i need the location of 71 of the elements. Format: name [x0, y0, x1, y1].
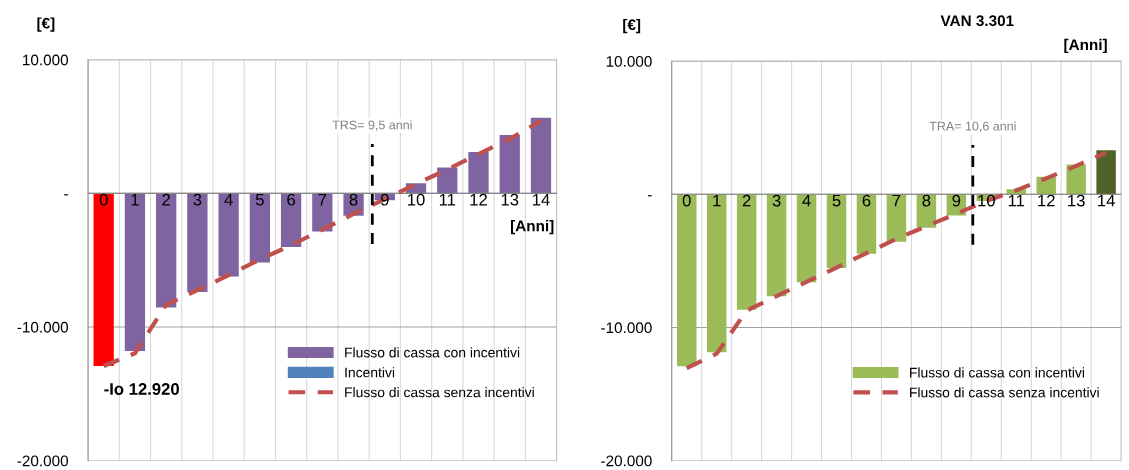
x-tick-label: 9: [952, 194, 961, 207]
y-tick-label: 10.000: [606, 55, 652, 67]
y-tick-label: -10.000: [17, 321, 69, 333]
bar: [499, 134, 520, 194]
legend-label: Flusso di cassa senza incentivi: [345, 387, 534, 398]
bar: [93, 193, 114, 366]
legend-label: Flusso di cassa con incentivi: [910, 367, 1085, 378]
y-tick-label: -: [647, 195, 652, 197]
legend-label: Incentivi: [345, 367, 395, 378]
x-tick-label: 12: [470, 193, 487, 206]
annotation: -Io 12.920: [104, 383, 179, 395]
x-axis-title: [Anni]: [511, 220, 554, 235]
x-tick-label: 12: [1038, 194, 1055, 207]
bar: [468, 151, 489, 194]
y-axis-title: [€]: [37, 17, 55, 32]
x-axis-title: [Anni]: [1064, 38, 1107, 54]
x-tick-label: 2: [742, 194, 751, 207]
bar: [766, 194, 787, 297]
y-tick-label: -: [64, 194, 68, 196]
y-tick-label: -20.000: [601, 455, 652, 467]
bar: [856, 194, 877, 254]
x-tick-label: 6: [862, 194, 871, 207]
bar: [530, 117, 552, 194]
x-tick-label: 7: [892, 194, 901, 207]
x-tick-label: 10: [978, 194, 995, 207]
x-tick-label: 3: [772, 194, 781, 207]
x-tick-label: 6: [287, 193, 295, 206]
bar: [706, 194, 727, 353]
bar: [218, 193, 239, 277]
bar: [677, 194, 697, 367]
bar: [1066, 164, 1086, 195]
x-tick-label: 5: [255, 193, 264, 206]
bar: [437, 167, 458, 194]
bar: [280, 193, 302, 248]
bar: [156, 193, 177, 308]
x-tick-label: 3: [193, 193, 202, 206]
x-tick-label: 14: [532, 193, 550, 206]
x-tick-label: 4: [224, 193, 233, 206]
y-tick-label: -10.000: [601, 322, 652, 334]
x-tick-label: 1: [713, 194, 721, 207]
legend-label: Flusso di cassa con incentivi: [345, 347, 520, 358]
x-tick-label: 2: [162, 193, 170, 206]
x-tick-label: 0: [99, 193, 108, 206]
bar: [796, 194, 817, 283]
x-tick-label: 8: [922, 194, 931, 207]
bar: [187, 193, 208, 293]
bar: [826, 194, 847, 268]
x-tick-label: 14: [1098, 194, 1115, 207]
bar: [1096, 150, 1116, 195]
bar: [886, 194, 907, 242]
bar: [124, 193, 146, 352]
chart-title: VAN 3.301: [940, 15, 1014, 27]
bar: [249, 193, 271, 263]
y-axis-title: [€]: [623, 18, 641, 34]
x-tick-label: 5: [832, 194, 841, 207]
bar: [736, 194, 757, 310]
x-tick-label: 7: [318, 193, 327, 206]
annotation: TRS= 9,5 anni: [332, 120, 412, 131]
x-tick-label: 13: [501, 193, 519, 206]
x-tick-label: 4: [802, 194, 811, 207]
annotation: TRA= 10,6 anni: [929, 121, 1016, 133]
x-tick-label: 11: [439, 193, 456, 206]
x-tick-label: 10: [408, 193, 425, 206]
x-tick-label: 8: [349, 193, 358, 206]
y-tick-label: 10.000: [23, 54, 69, 66]
x-tick-label: 1: [131, 193, 139, 206]
legend-label: Flusso di cassa senza incentivi: [910, 387, 1099, 398]
x-tick-label: 11: [1008, 194, 1025, 207]
y-tick-label: -20.000: [17, 455, 69, 467]
x-tick-label: 0: [682, 194, 691, 207]
x-tick-label: 13: [1068, 194, 1085, 207]
